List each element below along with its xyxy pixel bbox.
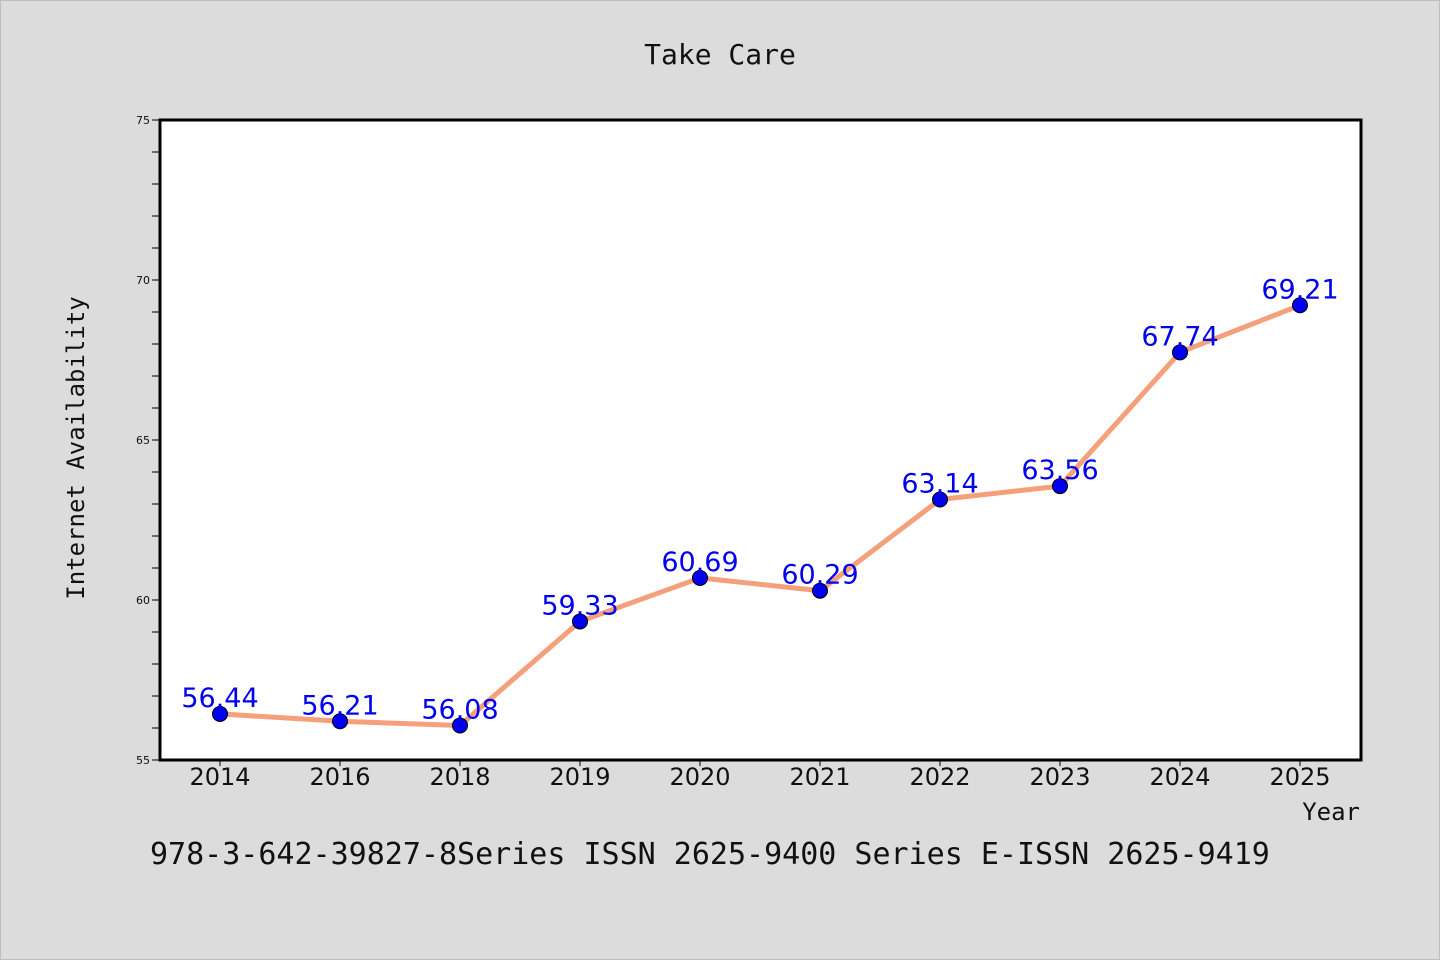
data-point-marker — [812, 582, 828, 599]
y-tick-label: 70 — [136, 274, 150, 287]
plot-area — [158, 118, 1363, 762]
data-point-marker — [572, 613, 588, 630]
y-tick-label: 55 — [136, 754, 150, 767]
x-axis-label: Year — [1302, 798, 1360, 826]
y-tick-label: 75 — [136, 114, 150, 127]
data-label: 63.56 — [1021, 455, 1098, 486]
data-label-group: 56.44 56.21 56.08 59.33 60.69 60.29 63.14 63.56… — [181, 274, 1338, 725]
data-point-marker — [692, 569, 708, 586]
x-tick-label: 2014 — [189, 763, 250, 791]
data-label: 67.74 — [1141, 321, 1218, 352]
chart-title: Take Care — [644, 38, 796, 71]
data-label: 60.29 — [781, 560, 858, 591]
x-tick-label: 2019 — [549, 763, 610, 791]
x-tick-label: 2020 — [669, 763, 730, 791]
x-tick-label: 2024 — [1149, 763, 1210, 791]
x-tick-label: 2023 — [1029, 763, 1090, 791]
series-line-group — [217, 302, 1303, 728]
data-point-marker — [1172, 344, 1188, 361]
x-tick-label: 2021 — [789, 763, 850, 791]
marker-group — [212, 297, 1308, 734]
footnote-isbn: 978-3-642-39827-8Series ISSN 2625-9400 S… — [150, 837, 1270, 872]
x-tick-label: 2025 — [1269, 763, 1330, 791]
x-axis: 2014 2016 2018 2019 2020 2021 2022 2023 2024 2025 — [189, 760, 1331, 791]
series-line — [217, 302, 1303, 728]
data-label: 56.21 — [301, 690, 378, 721]
data-label: 56.08 — [421, 694, 498, 725]
data-point-marker — [452, 717, 468, 734]
data-label: 56.44 — [181, 683, 258, 714]
data-point-marker — [332, 713, 348, 730]
x-tick-label: 2016 — [309, 763, 370, 791]
data-point-marker — [1292, 297, 1308, 314]
x-tick-label: 2022 — [909, 763, 970, 791]
data-point-marker — [212, 705, 228, 722]
data-label: 69.21 — [1261, 274, 1338, 305]
data-point-marker — [1052, 478, 1068, 495]
y-axis-label: Internet Availability — [62, 296, 90, 599]
y-tick-label: 60 — [136, 594, 150, 607]
x-tick-label: 2018 — [429, 763, 490, 791]
data-label: 59.33 — [541, 590, 618, 621]
data-label: 63.14 — [901, 469, 978, 500]
data-point-marker — [932, 491, 948, 508]
y-axis: 55 60 65 70 75 — [136, 114, 160, 767]
data-label: 60.69 — [661, 547, 738, 578]
y-tick-label: 65 — [136, 434, 150, 447]
